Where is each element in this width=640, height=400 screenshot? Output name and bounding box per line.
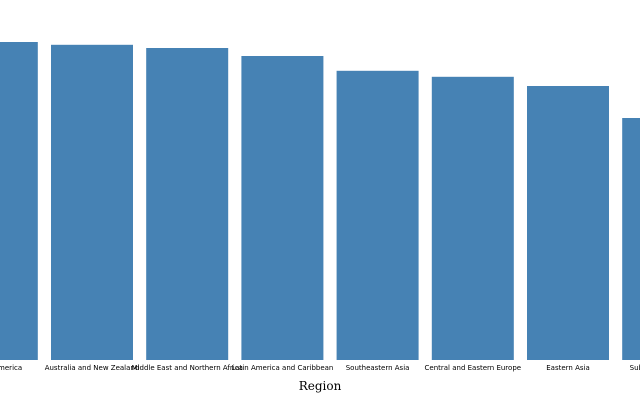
x-tick-label: Middle East and Northern Africa: [132, 364, 243, 372]
x-tick-label: Sub-Saharan Africa: [630, 364, 640, 372]
bar: [622, 118, 640, 360]
x-tick-label: Australia and New Zealand: [45, 364, 140, 372]
x-tick-label: Eastern Asia: [546, 364, 590, 372]
bar: [51, 44, 133, 361]
bar: [241, 56, 324, 360]
bar: [0, 42, 38, 360]
x-tick-label: North America: [0, 364, 22, 372]
bar: [146, 48, 229, 360]
x-tick-label: Southeastern Asia: [346, 364, 410, 372]
x-tick-label: Latin America and Caribbean: [231, 364, 333, 372]
x-tick-label: Central and Eastern Europe: [425, 364, 522, 372]
bar: [431, 76, 514, 361]
bar: [336, 70, 419, 361]
bar: [527, 86, 609, 360]
x-axis-title: Region: [299, 379, 342, 393]
